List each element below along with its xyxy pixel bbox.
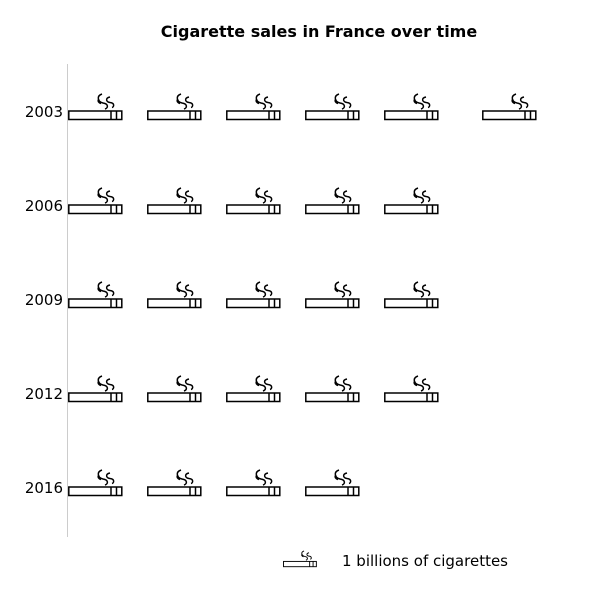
cigarette-icon	[147, 375, 202, 403]
cigarette-icon	[384, 93, 439, 121]
row-2009: 2009	[25, 281, 439, 309]
cigarette-icon	[384, 281, 439, 309]
row-2003: 2003	[25, 93, 537, 121]
legend-label: 1 billions of cigarettes	[342, 552, 508, 570]
category-label: 2012	[25, 385, 63, 403]
cigarette-icon	[68, 281, 123, 309]
cigarette-icon	[226, 93, 281, 121]
category-label: 2016	[25, 479, 63, 497]
cigarette-icon	[226, 469, 281, 497]
cigarette-icon	[68, 469, 123, 497]
cigarette-icon	[226, 281, 281, 309]
row-2012: 2012	[25, 375, 439, 403]
cigarette-icon	[147, 93, 202, 121]
cigarette-icon	[147, 469, 202, 497]
cigarette-icon	[482, 93, 537, 121]
cigarette-icon	[384, 375, 439, 403]
cigarette-icon	[384, 187, 439, 215]
cigarette-icon	[68, 375, 123, 403]
category-label: 2003	[25, 103, 63, 121]
cigarette-icon	[305, 469, 360, 497]
cigarette-icon	[305, 281, 360, 309]
chart-title: Cigarette sales in France over time	[161, 22, 478, 41]
cigarette-icon	[226, 187, 281, 215]
chart-rows: 2003 2006 2009 2012 2016	[25, 93, 537, 497]
cigarette-icon	[305, 187, 360, 215]
legend-cigarette-icon	[283, 550, 317, 568]
cigarette-icon	[68, 187, 123, 215]
cigarette-icon	[147, 281, 202, 309]
cigarette-icon	[226, 375, 281, 403]
legend: 1 billions of cigarettes	[283, 550, 508, 570]
row-2006: 2006	[25, 187, 439, 215]
category-label: 2006	[25, 197, 63, 215]
cigarette-icon	[147, 187, 202, 215]
cigarette-icon	[68, 93, 123, 121]
cigarette-icon	[305, 375, 360, 403]
cigarette-icon	[305, 93, 360, 121]
category-label: 2009	[25, 291, 63, 309]
row-2016: 2016	[25, 469, 360, 497]
